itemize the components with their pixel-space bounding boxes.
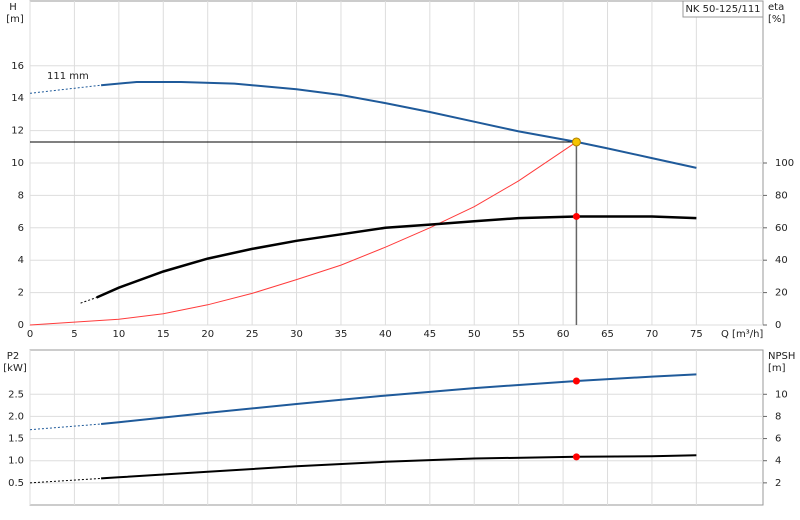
- label-box-text: NK 50-125/111: [685, 4, 760, 15]
- y2-axis-unit: [m]: [768, 363, 786, 374]
- y2-tick-label: 8: [775, 411, 781, 422]
- series-line: [96, 215, 697, 299]
- x-tick-label: 10: [112, 329, 125, 340]
- y-tick-label: 2.0: [8, 411, 24, 422]
- x-tick-label: 25: [246, 329, 259, 340]
- y2-tick-label: 60: [775, 223, 788, 234]
- x-tick-label: 75: [690, 329, 703, 340]
- y2-tick-label: 2: [775, 478, 781, 489]
- marker: [572, 453, 580, 461]
- curve-annotation: 111 mm: [47, 71, 89, 82]
- series-line: [80, 297, 97, 304]
- y-axis-unit: [kW]: [3, 363, 27, 374]
- y-tick-label: 2.5: [8, 389, 24, 400]
- y2-tick-label: 6: [775, 434, 781, 445]
- series-line: [101, 81, 697, 169]
- y-axis-label: P2: [7, 351, 19, 362]
- y-tick-label: 0.5: [8, 478, 24, 489]
- marker: [572, 377, 580, 385]
- duty-point: [571, 137, 581, 147]
- x-tick-label: 5: [71, 329, 77, 340]
- x-axis-label: Q [m³/h]: [721, 329, 763, 340]
- x-tick-label: 65: [601, 329, 614, 340]
- y-tick-label: 14: [11, 93, 24, 104]
- y2-axis-label: NPSH: [768, 351, 795, 362]
- y-axis-label: H: [9, 2, 17, 13]
- x-tick-label: 35: [335, 329, 348, 340]
- y2-tick-label: 20: [775, 288, 788, 299]
- y-axis-unit: [m]: [6, 14, 24, 25]
- y-tick-label: 1.0: [8, 456, 24, 467]
- x-tick-label: 20: [201, 329, 214, 340]
- label-box: [682, 0, 764, 18]
- y-tick-label: 0: [18, 320, 24, 331]
- x-tick-label: 30: [290, 329, 303, 340]
- x-tick-label: 45: [423, 329, 436, 340]
- series-line: [29, 141, 577, 326]
- x-tick-label: 50: [468, 329, 481, 340]
- series-line: [100, 373, 697, 425]
- x-tick-label: 60: [557, 329, 570, 340]
- x-tick-label: 15: [157, 329, 170, 340]
- y2-tick-label: 4: [775, 456, 781, 467]
- y-tick-label: 10: [11, 158, 24, 169]
- x-tick-label: 0: [27, 329, 33, 340]
- y2-tick-label: 10: [775, 389, 788, 400]
- y2-tick-label: 40: [775, 255, 788, 266]
- y2-tick-label: 0: [775, 320, 781, 331]
- y2-axis-label: eta: [768, 2, 784, 13]
- x-tick-label: 55: [512, 329, 525, 340]
- y-tick-label: 2: [18, 288, 24, 299]
- y2-tick-label: 80: [775, 190, 788, 201]
- y2-axis-unit: [%]: [768, 14, 785, 25]
- y-tick-label: 4: [18, 255, 24, 266]
- y-tick-label: 16: [11, 61, 24, 72]
- y-tick-label: 8: [18, 190, 24, 201]
- y2-tick-label: 100: [775, 158, 794, 169]
- x-tick-label: 40: [379, 329, 392, 340]
- series-line: [101, 454, 697, 480]
- y-tick-label: 1.5: [8, 434, 24, 445]
- x-tick-label: 70: [646, 329, 659, 340]
- y-tick-label: 6: [18, 223, 24, 234]
- marker: [572, 212, 580, 220]
- y-tick-label: 12: [11, 126, 24, 137]
- plot-frame: [29, 349, 764, 506]
